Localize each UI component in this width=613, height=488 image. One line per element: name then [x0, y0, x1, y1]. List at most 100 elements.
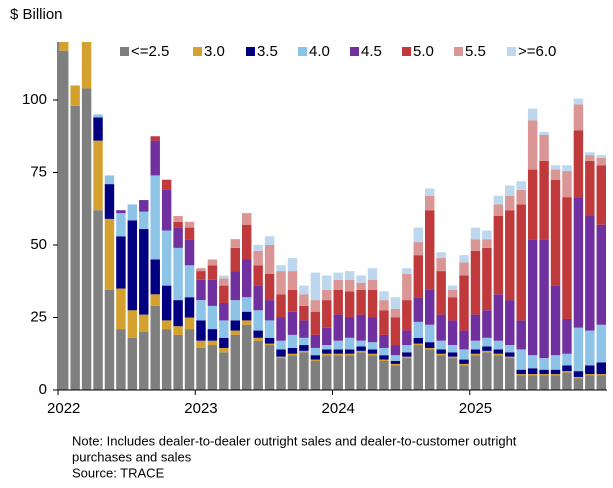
- bar-segment: [173, 216, 183, 222]
- note: Note: Includes dealer-to-dealer outright…: [72, 433, 517, 448]
- bar-segment: [127, 310, 138, 338]
- bar-segment: [367, 279, 378, 290]
- bar-segment: [173, 247, 183, 301]
- bar-segment: [139, 200, 149, 212]
- bar-segment: [116, 288, 126, 330]
- bar-segment: [367, 353, 378, 356]
- bar-segment: [527, 374, 538, 376]
- bar-segment: [356, 346, 366, 351]
- bar-segment: [413, 345, 423, 390]
- bar-segment: [207, 259, 218, 266]
- bar-segment: [425, 349, 435, 390]
- bar-segment: [447, 320, 458, 346]
- bar-segment: [322, 349, 332, 354]
- bar-segment: [413, 227, 423, 243]
- bar-segment: [482, 337, 492, 347]
- bar-segment: [516, 204, 526, 321]
- bar-segment: [59, 42, 69, 51]
- bar-segment: [196, 300, 206, 321]
- bar-segment: [482, 352, 492, 390]
- bar-segment: [196, 268, 206, 272]
- legend-label: 4.0: [309, 43, 330, 60]
- bar-segment: [276, 294, 286, 318]
- bar-segment: [219, 352, 229, 390]
- bar-segment: [562, 353, 572, 366]
- bar-segment: [173, 221, 183, 228]
- bar-segment: [70, 105, 80, 390]
- bar-segment: [310, 334, 321, 348]
- bar-segment: [253, 285, 263, 311]
- y-tick-label: 25: [30, 308, 47, 325]
- legend-label: 4.5: [361, 43, 382, 60]
- bar-segment: [299, 352, 309, 390]
- bar-segment: [196, 347, 206, 390]
- note: Source: TRACE: [72, 465, 165, 480]
- bar-segment: [184, 317, 195, 330]
- bar-segment: [150, 294, 160, 306]
- bar-segment: [253, 330, 263, 338]
- bar-segment: [550, 179, 561, 286]
- bar-segment: [413, 337, 423, 344]
- bar-segment: [596, 362, 606, 375]
- bar-segment: [493, 355, 504, 390]
- bar-segment: [230, 300, 240, 321]
- bar-segment: [447, 285, 458, 290]
- bar-segment: [322, 327, 332, 346]
- bar-segment: [516, 374, 526, 376]
- bar-segment: [493, 204, 504, 216]
- bar-segment: [390, 365, 401, 390]
- bar-segment: [527, 368, 538, 375]
- bar-segment: [402, 268, 412, 274]
- bar-segment: [379, 300, 389, 311]
- bar-segment: [287, 289, 298, 312]
- bar-segment: [390, 297, 401, 309]
- bar-segment: [573, 130, 584, 198]
- bar-segment: [585, 160, 595, 216]
- x-tick-label: 2024: [322, 400, 355, 417]
- bar-segment: [436, 340, 446, 350]
- bar-segment: [413, 297, 423, 322]
- bar-segment: [356, 314, 366, 341]
- bar-segment: [253, 337, 263, 341]
- bar-segment: [230, 239, 240, 248]
- bar-segment: [287, 347, 298, 354]
- bar-segment: [344, 349, 355, 354]
- x-tick-label: 2025: [459, 400, 492, 417]
- bar-segment: [242, 320, 252, 325]
- bar-segment: [562, 318, 572, 354]
- bar-segment: [550, 369, 561, 375]
- bar-segment: [562, 165, 572, 172]
- bar-segment: [379, 359, 389, 361]
- bar-segment: [470, 353, 481, 356]
- bar-segment: [264, 343, 275, 346]
- bar-segment: [230, 334, 240, 390]
- bar-segment: [573, 197, 584, 328]
- bar-segment: [516, 369, 526, 375]
- bar-segment: [459, 275, 469, 331]
- bar-segment: [356, 352, 366, 390]
- bar-segment: [139, 229, 149, 315]
- bar-segment: [470, 314, 481, 341]
- bar-segment: [344, 317, 355, 338]
- bar-segment: [550, 374, 561, 376]
- bar-segment: [299, 294, 309, 306]
- bar-segment: [81, 88, 92, 390]
- y-tick-label: 75: [30, 163, 47, 180]
- bar-segment: [505, 358, 515, 390]
- bar-segment: [299, 345, 309, 351]
- bar-segment: [264, 320, 275, 338]
- legend-label: 3.5: [257, 43, 278, 60]
- bar-segment: [184, 221, 195, 228]
- bar-segment: [299, 285, 309, 295]
- bar-segment: [505, 356, 515, 359]
- bar-segment: [459, 255, 469, 263]
- bar-segment: [482, 350, 492, 353]
- bar-segment: [93, 140, 103, 211]
- bar-segment: [367, 355, 378, 390]
- bar-segment: [493, 195, 504, 205]
- bar-segment: [184, 297, 195, 318]
- legend-label: 3.0: [204, 43, 225, 60]
- bar-segment: [150, 175, 160, 260]
- bar-segment: [242, 297, 252, 312]
